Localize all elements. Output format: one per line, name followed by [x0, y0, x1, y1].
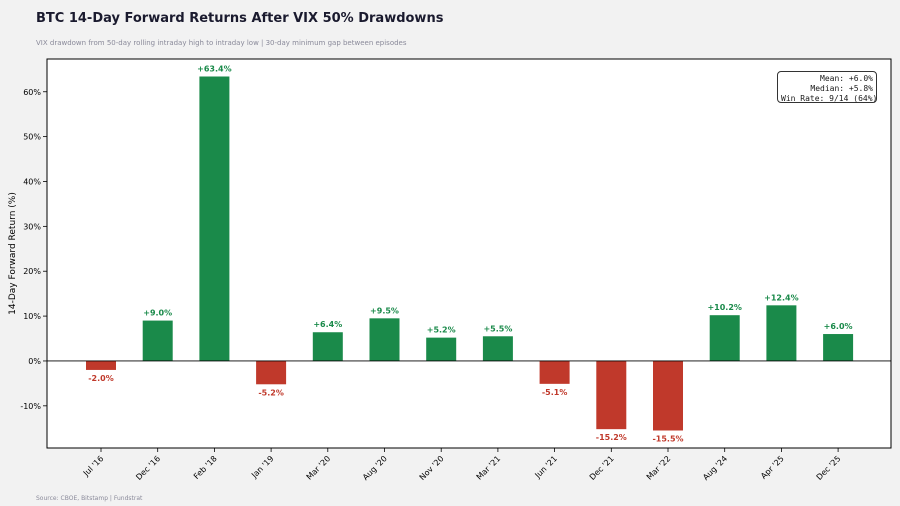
plot-frame	[46, 58, 892, 449]
x-tick-label: Apr '25	[759, 454, 786, 481]
bar	[312, 332, 343, 361]
y-tick-label: 0%	[28, 357, 41, 366]
bar-value-label: +5.2%	[427, 326, 456, 335]
bar	[426, 337, 457, 361]
bar	[142, 320, 173, 361]
bar-value-label: +63.4%	[197, 64, 231, 73]
bar	[256, 360, 287, 385]
chart-title: BTC 14-Day Forward Returns After VIX 50%…	[36, 11, 444, 26]
bar	[539, 360, 570, 384]
x-tick-label: Mar '22	[645, 454, 673, 482]
x-tick-label: Mar '21	[475, 454, 503, 482]
stats-box: Mean: +6.0% Median: +5.8% Win Rate: 9/14…	[777, 71, 877, 103]
y-axis-label: 14-Day Forward Return (%)	[8, 192, 18, 315]
bar-value-label: -5.2%	[258, 388, 284, 397]
bar-value-label: +10.2%	[707, 303, 741, 312]
x-tick-label: Aug '24	[701, 454, 729, 482]
y-tick-label: -10%	[20, 402, 41, 411]
x-tick-label: Jun '21	[533, 454, 559, 480]
x-tick-label: Nov '20	[418, 454, 446, 482]
bar-value-label: -5.1%	[542, 388, 568, 397]
bar-value-label: +5.5%	[483, 324, 512, 333]
bar-value-label: +6.4%	[313, 320, 342, 329]
x-tick-label: Dec '21	[588, 454, 616, 482]
y-tick-label: 60%	[23, 88, 41, 97]
bar-value-label: +9.0%	[143, 309, 172, 318]
y-tick-label: 50%	[23, 133, 41, 142]
bar-value-label: +9.5%	[370, 306, 399, 315]
bar	[766, 305, 797, 361]
x-tick-label: Dec '16	[134, 454, 162, 482]
plot-area	[47, 59, 891, 448]
bar	[369, 318, 400, 361]
x-tick-label: Dec '25	[815, 454, 843, 482]
x-tick-label: Jan '19	[249, 454, 275, 480]
y-tick-label: 40%	[23, 177, 41, 186]
x-tick-label: Jul '16	[81, 454, 105, 478]
bar-value-label: -15.5%	[652, 435, 683, 444]
x-tick-label: Mar '20	[305, 454, 333, 482]
bar-value-label: -15.2%	[596, 433, 627, 442]
bar-value-label: -2.0%	[88, 374, 114, 383]
stats-win-rate: Win Rate: 9/14 (64%)	[781, 94, 878, 103]
bar	[823, 334, 854, 361]
y-tick-label: 10%	[23, 312, 41, 321]
y-tick-label: 20%	[23, 267, 41, 276]
bar	[199, 76, 230, 361]
bar	[596, 360, 627, 430]
bar	[482, 336, 513, 361]
bar	[653, 360, 683, 431]
bar-value-label: +12.4%	[764, 293, 798, 302]
bar	[709, 315, 740, 361]
x-tick-label: Aug '20	[361, 454, 389, 482]
bar-value-label: +6.0%	[824, 322, 853, 331]
stats-median: Median: +5.8%	[810, 84, 873, 93]
source-note: Source: CBOE, Bitstamp | Fundstrat	[36, 495, 143, 502]
chart-subtitle: VIX drawdown from 50-day rolling intrada…	[36, 39, 407, 47]
x-tick-label: Feb '18	[192, 454, 219, 481]
y-tick-label: 30%	[23, 222, 41, 231]
bar	[86, 360, 116, 370]
stats-mean: Mean: +6.0%	[820, 74, 873, 83]
